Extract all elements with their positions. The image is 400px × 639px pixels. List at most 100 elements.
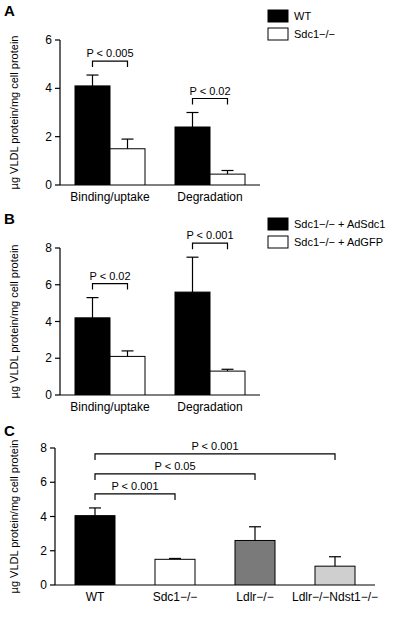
error-bar: [187, 113, 199, 128]
p-value: P < 0.005: [86, 47, 133, 59]
x-tick-label: Ldlr−/−: [236, 590, 273, 604]
y-tick: [55, 358, 60, 359]
legend-swatch: [268, 236, 288, 248]
x-tick-label: Binding/uptake: [70, 400, 150, 414]
error-bar: [89, 508, 101, 516]
y-tick-label: 2: [45, 130, 52, 144]
y-tick-label: 4: [40, 510, 47, 524]
legend-label: Sdc1−/−: [294, 28, 335, 40]
y-tick: [55, 184, 60, 185]
y-tick-label: 6: [45, 278, 52, 292]
y-tick-label: 2: [40, 544, 47, 558]
chart: Aµg VLDL protein/mg cell protein 0 2 4 6 Bind…: [0, 0, 400, 639]
error-line: [127, 351, 128, 357]
bar: [75, 516, 115, 585]
bracket: [95, 474, 255, 480]
error-line: [334, 557, 335, 566]
y-label: µg VLDL protein/mg cell protein: [8, 440, 20, 594]
error-cap: [249, 526, 261, 527]
bar: [235, 540, 275, 585]
error-cap: [187, 257, 199, 258]
error-cap: [222, 369, 234, 370]
error-cap: [122, 138, 134, 139]
y-tick-label: 0: [45, 178, 52, 192]
legend-swatch: [268, 10, 288, 22]
x-tick-label: Degradation: [177, 400, 242, 414]
y-tick-label: 0: [40, 578, 47, 592]
y-tick: [55, 284, 60, 285]
error-line: [92, 75, 93, 86]
y-tick-label: 6: [45, 33, 52, 47]
x-tick-label: Binding/uptake: [70, 190, 150, 204]
error-cap: [87, 74, 99, 75]
y-tick-label: 8: [40, 441, 47, 455]
p-value: P < 0.001: [191, 440, 238, 452]
bracket: [193, 243, 228, 249]
y-tick-label: 8: [45, 241, 52, 255]
y-tick-label: 6: [40, 475, 47, 489]
panel-1: Bµg VLDL protein/mg cell protein02468Bin…: [4, 210, 385, 414]
error-bar: [87, 75, 99, 86]
error-cap: [89, 507, 101, 508]
marks: [75, 75, 245, 185]
legend-swatch: [268, 218, 288, 230]
p-value: P < 0.02: [89, 270, 130, 282]
y-tick: [55, 88, 60, 89]
bar: [210, 174, 245, 185]
error-bar: [329, 557, 341, 566]
marks: [75, 257, 245, 395]
bracket: [95, 494, 175, 500]
error-bar: [122, 139, 134, 149]
y-tick: [55, 136, 60, 137]
y-label: µg VLDL protein/mg cell protein: [8, 245, 20, 399]
bar: [75, 86, 110, 185]
bracket: [193, 99, 228, 105]
y-tick-label: 4: [45, 315, 52, 329]
error-bar: [222, 369, 234, 371]
x-tick-label: Ldlr−/−Ndst1−/−: [292, 590, 378, 604]
x-tick-label: Degradation: [177, 190, 242, 204]
y-tick: [50, 516, 55, 517]
error-line: [254, 527, 255, 541]
error-line: [94, 508, 95, 516]
legend-label: Sdc1−/− + AdGFP: [294, 236, 383, 248]
bracket: [93, 61, 128, 67]
error-cap: [122, 350, 134, 351]
y-tick-label: 4: [45, 81, 52, 95]
p-value: P < 0.05: [154, 460, 195, 472]
panel-label: C: [4, 422, 15, 439]
p-value: P < 0.001: [111, 480, 158, 492]
y-tick: [55, 247, 60, 248]
bar: [315, 566, 355, 585]
p-value: P < 0.001: [186, 229, 233, 241]
bar: [175, 127, 210, 185]
error-cap: [222, 170, 234, 171]
error-bar: [87, 298, 99, 318]
y-tick-label: 2: [45, 351, 52, 365]
y-tick-label: 0: [45, 388, 52, 402]
y-axis: [59, 40, 60, 185]
legend-label: Sdc1−/− + AdSdc1: [294, 218, 385, 230]
panel-2: Cµg VLDL protein/mg cell protein 0 2 4 6 8 WT S…: [4, 422, 378, 604]
error-cap: [187, 112, 199, 113]
error-cap: [329, 556, 341, 557]
error-line: [192, 113, 193, 128]
y-tick: [50, 482, 55, 483]
x-tick-label: Sdc1−/−: [153, 590, 198, 604]
bar: [210, 371, 245, 395]
legend-swatch: [268, 28, 288, 40]
bar: [110, 149, 145, 185]
error-bar: [249, 527, 261, 541]
bracket: [95, 454, 335, 460]
error-line: [92, 298, 93, 318]
legend-label: WT: [294, 10, 311, 22]
error-bar: [169, 558, 181, 560]
x-tick-label: WT: [86, 590, 105, 604]
bar: [175, 292, 210, 395]
y-tick: [55, 321, 60, 322]
error-line: [192, 257, 193, 292]
y-tick: [50, 550, 55, 551]
error-cap: [87, 297, 99, 298]
panel-label: A: [4, 2, 15, 19]
p-value: P < 0.02: [189, 85, 230, 97]
